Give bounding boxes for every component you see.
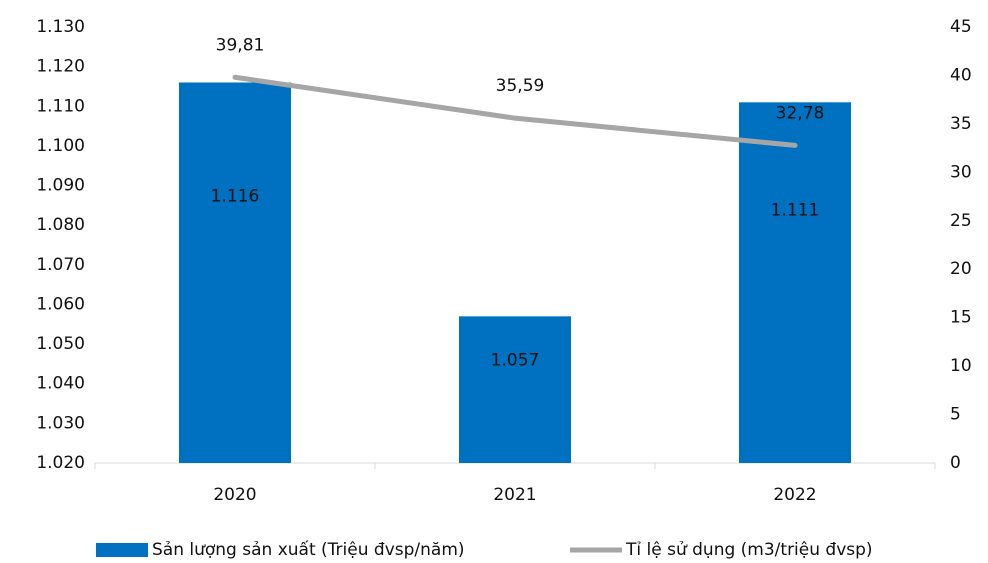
- legend-label: Tỉ lệ sử dụng (m3/triệu đvsp): [625, 540, 873, 560]
- data-label: 1.057: [491, 350, 540, 370]
- y-tick-label: 1.120: [36, 57, 85, 77]
- y2-tick-label: 30: [950, 162, 972, 182]
- data-label: 1.111: [771, 201, 820, 221]
- y-tick-label: 1.130: [36, 17, 85, 37]
- y-tick-label: 1.080: [36, 215, 85, 235]
- y-tick-label: 1.050: [36, 334, 85, 354]
- y-tick-label: 1.070: [36, 255, 85, 275]
- y-tick-label: 1.030: [36, 413, 85, 433]
- y2-tick-label: 15: [950, 308, 972, 328]
- x-tick-label: 2021: [493, 485, 536, 505]
- y-tick-label: 1.110: [36, 96, 85, 116]
- data-label: 32,78: [776, 103, 825, 123]
- y2-tick-label: 5: [950, 405, 961, 425]
- y-tick-label: 1.040: [36, 374, 85, 394]
- data-label: 35,59: [496, 76, 545, 96]
- data-label: 1.116: [211, 187, 260, 207]
- y-tick-label: 1.100: [36, 136, 85, 156]
- y2-tick-label: 45: [950, 17, 972, 37]
- y-tick-label: 1.020: [36, 453, 85, 473]
- y-tick-label: 1.060: [36, 294, 85, 314]
- bar: [459, 316, 571, 463]
- y2-tick-label: 35: [950, 114, 972, 134]
- line: [232, 74, 798, 148]
- x-tick-label: 2022: [773, 485, 816, 505]
- y2-tick-label: 10: [950, 356, 972, 376]
- bar: [179, 82, 291, 463]
- y2-tick-label: 40: [950, 65, 972, 85]
- y2-tick-label: 20: [950, 259, 972, 279]
- x-tick-label: 2020: [213, 485, 256, 505]
- y-tick-label: 1.090: [36, 176, 85, 196]
- data-label: 39,81: [216, 35, 265, 55]
- y2-tick-label: 25: [950, 211, 972, 231]
- y2-tick-label: 0: [950, 453, 961, 473]
- legend-label: Sản lượng sản xuất (Triệu đvsp/năm): [152, 539, 465, 560]
- legend-swatch: [96, 543, 148, 557]
- bar: [739, 102, 851, 464]
